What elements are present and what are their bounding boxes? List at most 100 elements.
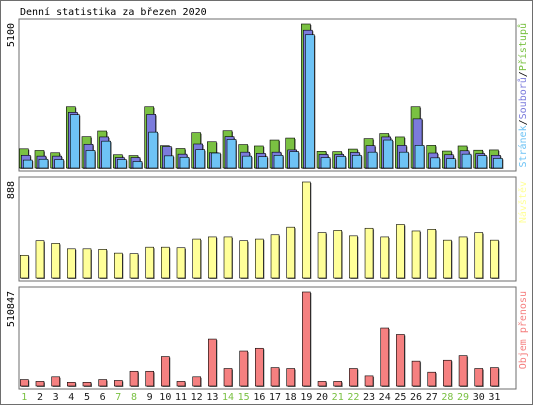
bar-Návštěv-20 <box>317 232 327 279</box>
visits-legend-text: Návštěv <box>517 181 529 223</box>
bar-Návštěv-2 <box>35 240 45 279</box>
x-tick-label: 6 <box>100 392 106 403</box>
bar-Stránek-22 <box>352 154 362 169</box>
bar-Návštěv-14 <box>223 236 233 279</box>
bar-Stránek-9 <box>148 131 158 169</box>
legend-item: Stránek <box>517 125 529 167</box>
visits-ymax-label: 888 <box>6 181 17 199</box>
bar-Objem přenosu-9 <box>145 370 154 387</box>
bar-Návštěv-1 <box>19 254 29 279</box>
requests-ymax-label: 5100 <box>6 23 17 47</box>
bar-Návštěv-19 <box>302 181 311 279</box>
bar-Objem přenosu-26 <box>411 360 421 387</box>
bar-Objem přenosu-21 <box>333 381 343 387</box>
x-tick-label: 13 <box>206 392 218 403</box>
x-tick-label: 28 <box>441 392 453 403</box>
x-tick-label: 24 <box>379 392 391 403</box>
x-tick-label: 21 <box>332 392 344 403</box>
bar-Objem přenosu-6 <box>98 379 107 387</box>
x-tick-label: 15 <box>238 392 250 403</box>
bar-Návštěv-25 <box>396 224 405 279</box>
bar-Objem přenosu-12 <box>192 376 201 387</box>
bar-Objem přenosu-16 <box>255 347 264 387</box>
bar-Návštěv-15 <box>239 240 248 279</box>
legend-separator: / <box>518 71 529 77</box>
bar-Stránek-13 <box>211 152 221 169</box>
bar-Návštěv-10 <box>161 246 170 279</box>
bar-Objem přenosu-2 <box>35 381 45 387</box>
x-tick-label: 20 <box>316 392 328 403</box>
bar-Návštěv-16 <box>255 238 264 279</box>
x-tick-label: 5 <box>84 392 90 403</box>
bar-Návštěv-21 <box>333 230 343 279</box>
bar-Objem přenosu-11 <box>176 381 186 387</box>
bar-Stránek-14 <box>226 139 237 169</box>
bar-Stránek-12 <box>195 149 205 169</box>
volume-panel: 510847 Objem přenosu <box>6 286 529 390</box>
bar-Stránek-6 <box>101 140 111 169</box>
bar-Objem přenosu-5 <box>82 382 92 387</box>
volume-ymax-label: 510847 <box>6 291 17 327</box>
x-tick-label: 8 <box>131 392 137 403</box>
x-tick-label: 31 <box>488 392 500 403</box>
x-tick-label: 23 <box>363 392 375 403</box>
bar-Objem přenosu-30 <box>474 368 484 387</box>
x-tick-label: 1 <box>21 392 27 403</box>
x-tick-label: 4 <box>68 392 74 403</box>
bar-Objem přenosu-10 <box>161 356 170 387</box>
bar-Stránek-31 <box>493 158 503 169</box>
x-tick-label: 9 <box>147 392 153 403</box>
legend-item: Souborů <box>517 77 529 119</box>
bar-Objem přenosu-31 <box>490 367 499 387</box>
bar-Stránek-21 <box>336 156 347 169</box>
bar-Objem přenosu-27 <box>427 371 437 387</box>
x-tick-label: 25 <box>394 392 406 403</box>
chart-title: Denní statistika za březen 2020 <box>20 6 207 18</box>
requests-bars <box>18 23 504 170</box>
bar-Stránek-26 <box>414 145 425 169</box>
volume-legend-text: Objem přenosu <box>517 291 529 369</box>
legend-item: Objem přenosu <box>517 291 529 369</box>
visits-panel: 888 Návštěv <box>6 176 529 282</box>
bar-Stránek-18 <box>289 151 299 169</box>
bar-Objem přenosu-29 <box>458 355 468 387</box>
volume-legend: Objem přenosu <box>517 291 529 369</box>
legend-item: Návštěv <box>517 181 529 223</box>
bar-Objem přenosu-1 <box>19 379 29 387</box>
x-tick-label: 19 <box>300 392 312 403</box>
bar-Stránek-2 <box>38 158 49 169</box>
bar-Stránek-11 <box>179 156 190 169</box>
bar-Objem přenosu-23 <box>364 375 374 387</box>
legend-item: Přístupů <box>517 23 529 71</box>
bar-Objem přenosu-24 <box>380 327 390 387</box>
bar-Návštěv-7 <box>114 252 123 279</box>
bar-Stránek-15 <box>242 155 252 169</box>
bar-Návštěv-30 <box>474 232 484 279</box>
bar-Objem přenosu-13 <box>208 338 217 387</box>
bar-Návštěv-12 <box>192 238 201 279</box>
bar-Stránek-3 <box>54 159 64 169</box>
x-tick-label: 18 <box>285 392 297 403</box>
bar-Návštěv-5 <box>82 248 92 279</box>
bar-Návštěv-31 <box>490 239 499 279</box>
bar-Objem přenosu-28 <box>443 359 452 387</box>
bar-Stránek-4 <box>70 114 80 169</box>
bar-Stránek-23 <box>367 151 378 169</box>
bar-Stránek-8 <box>132 161 143 169</box>
volume-bars <box>19 291 500 387</box>
bar-Návštěv-23 <box>364 227 374 279</box>
bar-Návštěv-13 <box>208 236 217 279</box>
bar-Stránek-27 <box>430 157 441 169</box>
bar-Stránek-5 <box>85 150 96 169</box>
bar-Stránek-25 <box>399 151 409 169</box>
bar-Stránek-7 <box>117 159 127 169</box>
bar-Objem přenosu-19 <box>302 291 311 387</box>
bar-Stránek-19 <box>305 34 315 169</box>
x-tick-label: 16 <box>253 392 265 403</box>
bar-Návštěv-29 <box>458 236 468 279</box>
x-tick-label: 26 <box>410 392 422 403</box>
bar-Stránek-1 <box>22 159 33 169</box>
